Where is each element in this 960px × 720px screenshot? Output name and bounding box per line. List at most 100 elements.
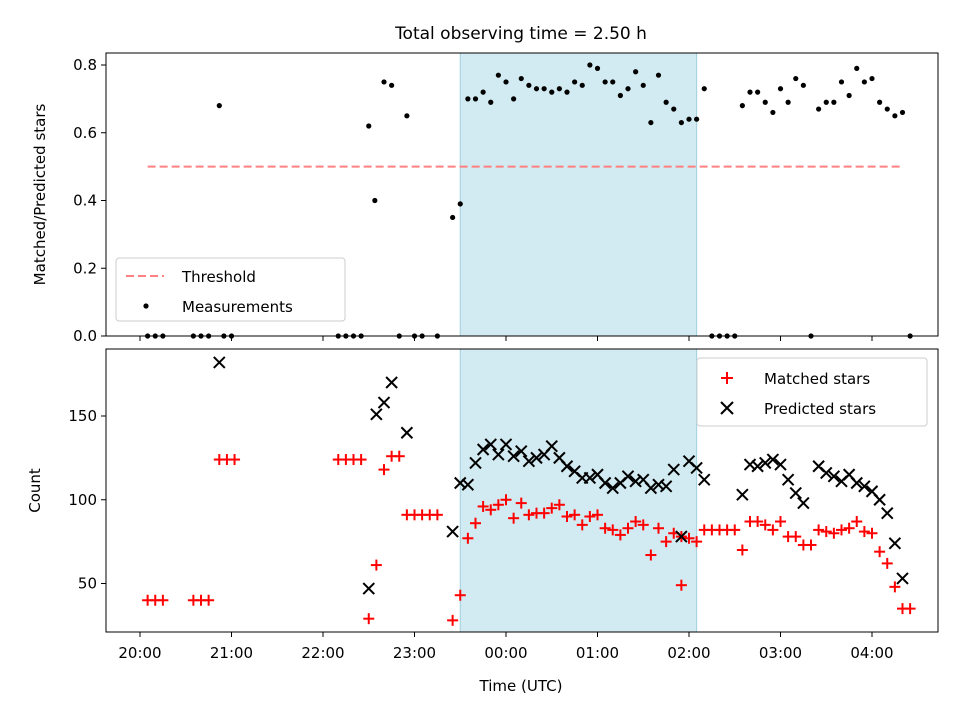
matched-star-point: [363, 613, 375, 625]
measurement-point: [480, 89, 486, 95]
measurement-point: [564, 89, 570, 95]
predicted-star-point: [621, 470, 635, 483]
measurement-point: [572, 79, 578, 85]
measurement-point: [526, 82, 532, 88]
predicted-star-point: [766, 453, 780, 466]
bottom-plot-frame: [105, 348, 939, 633]
matched-star-point: [836, 524, 847, 536]
predicted-star-point: [698, 473, 711, 486]
matched-star-point: [515, 497, 527, 509]
matched-star-point: [355, 454, 367, 466]
measurement-point: [389, 82, 395, 88]
x-tick-label: 02:00: [667, 644, 710, 662]
measurement-point: [694, 116, 700, 122]
measurement-point: [495, 72, 501, 78]
predicted-star-point: [213, 356, 226, 369]
predicted-star-point: [820, 466, 833, 480]
top-points: [145, 62, 913, 339]
matched-star-point: [462, 532, 474, 544]
matched-star-point: [599, 522, 611, 534]
matched-star-point: [736, 544, 748, 556]
matched-star-point: [569, 509, 581, 521]
legend-threshold-label: Threshold: [181, 268, 256, 286]
measurement-point: [739, 103, 745, 109]
bottom-y-tick-label: 100: [68, 491, 97, 509]
matched-star-point: [904, 603, 916, 615]
measurement-point: [777, 86, 784, 92]
matched-star-point: [538, 507, 550, 519]
measurement-point: [838, 79, 845, 85]
matched-star-point: [622, 522, 634, 534]
measurement-point: [640, 82, 646, 88]
matched-star-point: [805, 539, 817, 551]
measurement-point: [503, 79, 509, 85]
predicted-star-point: [797, 496, 810, 510]
measurement-point: [831, 99, 837, 105]
matched-star-point: [500, 494, 512, 506]
measurement-point: [488, 99, 494, 105]
predicted-star-point: [400, 426, 414, 439]
top-y-tick-label: 0.4: [73, 192, 97, 210]
measurement-point: [678, 119, 684, 126]
matched-star-point: [584, 511, 596, 522]
x-axis-label: Time (UTC): [479, 677, 563, 695]
bottom-y-axis: 50 100 150: [68, 407, 106, 593]
measurement-point: [869, 75, 875, 82]
measurement-point: [511, 96, 517, 102]
top-legend: Threshold Measurements: [115, 257, 346, 322]
predicted-star-point: [858, 480, 871, 493]
predicted-star-point: [736, 488, 749, 501]
measurement-point: [381, 79, 387, 85]
predicted-star-point: [675, 530, 688, 543]
measurement-point: [785, 99, 791, 105]
bottom-x-axis: 20:00 21:00 22:00 23:00 00:00 01:00 02:00 03:00…: [118, 632, 894, 662]
matched-star-point: [492, 499, 504, 511]
matched-star-point: [576, 519, 588, 531]
predicted-star-point: [690, 461, 703, 475]
measurement-point: [846, 92, 852, 99]
legend-matched-label: Matched stars: [764, 370, 870, 388]
measurement-point: [633, 69, 639, 75]
matched-star-point: [820, 526, 832, 538]
x-tick-label: 21:00: [210, 644, 253, 662]
measurement-point: [701, 86, 707, 92]
predicted-star-point: [659, 480, 673, 493]
top-y-axis-label: Matched/Predicted stars: [31, 104, 49, 286]
matched-star-point: [729, 524, 741, 536]
x-tick-label: 22:00: [301, 644, 344, 662]
matched-star-point: [775, 516, 786, 528]
bottom-y-tick-label: 50: [78, 575, 97, 593]
predicted-star-point: [377, 396, 391, 409]
predicted-star-point: [446, 525, 459, 538]
top-y-tick-label: 0.0: [73, 327, 97, 345]
matched-star-point: [630, 516, 642, 528]
x-tick-label: 23:00: [393, 644, 436, 662]
predicted-star-point: [759, 456, 772, 470]
top-y-tick-label: 0.6: [73, 124, 97, 142]
predicted-star-point: [499, 438, 513, 451]
measurement-point: [793, 75, 799, 82]
matched-star-point: [203, 594, 215, 606]
matched-star-point: [645, 549, 657, 561]
measurement-point: [899, 109, 906, 116]
matched-star-point: [470, 517, 481, 529]
predicted-star-point: [484, 438, 497, 451]
measurement-point: [541, 86, 547, 92]
measurement-point: [465, 96, 471, 102]
measurement-point: [617, 92, 623, 99]
predicted-star-point: [774, 458, 787, 471]
matched-star-point: [561, 511, 573, 522]
measurement-point: [823, 99, 829, 105]
top-y-axis: 0.0 0.2 0.4 0.6 0.8: [73, 56, 106, 345]
bottom-points: [142, 356, 916, 626]
matched-star-point: [843, 522, 855, 534]
bottom-panel: 50 100 150 20:00 21:00 22:00 23:00 00:00 01:00 0…: [26, 348, 939, 695]
measurement-point: [671, 106, 677, 112]
chart-title: Total observing time = 2.50 h: [394, 24, 647, 44]
matched-star-point: [546, 502, 558, 514]
top-panel: Total observing time = 2.50 h 0.00.20.40…: [31, 24, 939, 345]
measurement-point: [579, 82, 585, 88]
predicted-star-point: [606, 481, 619, 495]
measurement-point: [816, 106, 822, 112]
predicted-star-point: [362, 582, 375, 595]
